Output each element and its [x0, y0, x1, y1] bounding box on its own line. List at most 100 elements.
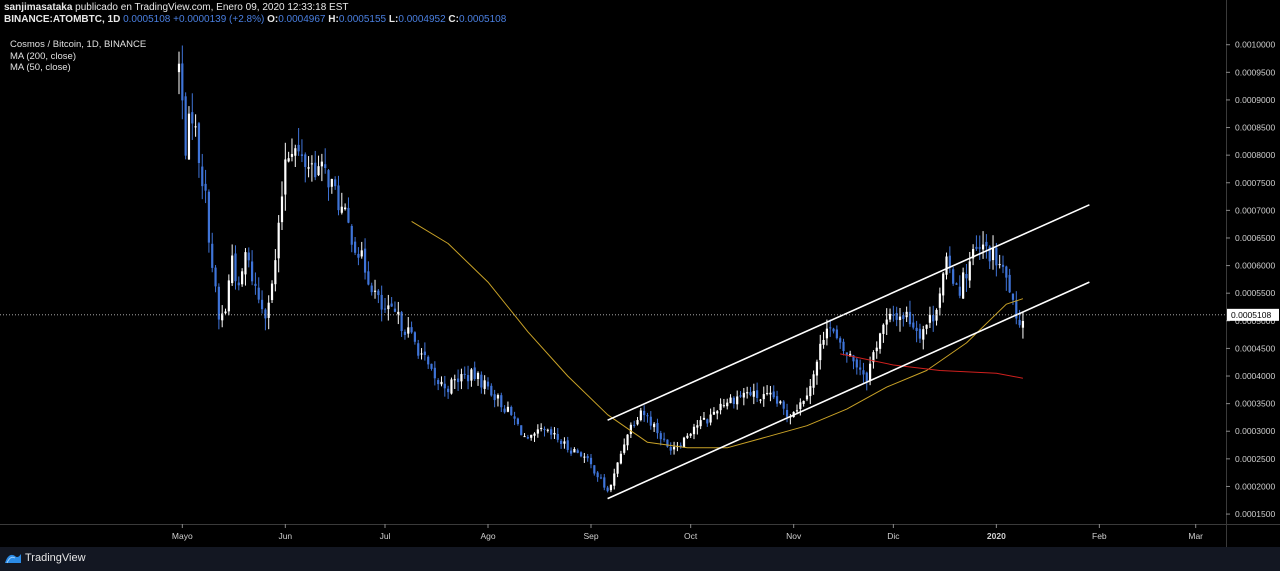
- channel-upper-line: [607, 204, 1090, 421]
- candle-body: [480, 374, 483, 388]
- x-tick-label: Mar: [1188, 531, 1203, 541]
- brand-label: TradingView: [25, 552, 86, 564]
- candle-body: [732, 397, 735, 404]
- candle-body: [968, 261, 971, 281]
- candle-body: [1001, 264, 1005, 267]
- candle-body: [739, 395, 742, 397]
- candle-body: [197, 123, 201, 163]
- candle-body: [882, 324, 885, 334]
- candle-body: [746, 392, 749, 394]
- candle-body: [945, 256, 948, 275]
- candle-body: [530, 434, 533, 438]
- candle-body: [393, 308, 397, 312]
- candle-body: [862, 370, 865, 375]
- candle-body: [201, 166, 204, 187]
- legend-ma200[interactable]: MA (200, close): [10, 50, 76, 62]
- y-tick-label: 0.0002500: [1235, 454, 1275, 464]
- candle-body: [423, 351, 426, 356]
- candle-body: [623, 444, 626, 453]
- candle-body: [662, 438, 666, 440]
- candle-body: [898, 316, 902, 321]
- candle-body: [988, 246, 991, 262]
- candle-body: [569, 450, 573, 454]
- candle-body: [433, 367, 436, 379]
- candle-body: [274, 260, 277, 285]
- candle-body: [340, 206, 343, 213]
- candle-body: [493, 394, 496, 401]
- y-tick-label: 0.0002000: [1235, 481, 1275, 491]
- chart-header: sanjimasataka publicado en TradingView.c…: [4, 2, 506, 26]
- candle-body: [719, 403, 722, 411]
- candle-body: [716, 411, 719, 414]
- candle-body: [1018, 319, 1021, 326]
- change-value: +0.0000139 (+2.8%): [173, 14, 265, 25]
- candle-body: [629, 424, 632, 435]
- y-tick-label: 0.0004000: [1235, 371, 1275, 381]
- candle-body: [859, 367, 862, 370]
- candle-body: [726, 402, 729, 407]
- candle-body: [214, 267, 217, 287]
- candle-body: [679, 445, 682, 447]
- y-tick-label: 0.0001500: [1235, 509, 1275, 519]
- candle-body: [337, 185, 340, 211]
- candle-body: [878, 333, 882, 349]
- candle-body: [254, 283, 257, 286]
- candle-body: [759, 399, 762, 401]
- candle-body: [320, 161, 323, 167]
- candle-body: [958, 286, 961, 296]
- candle-body: [383, 308, 387, 310]
- tradingview-brand[interactable]: TradingView: [4, 552, 86, 564]
- candle-body: [769, 392, 772, 395]
- candle-body: [666, 439, 669, 447]
- candle-body: [334, 179, 337, 187]
- candle-body: [573, 449, 576, 453]
- candle-body: [802, 400, 805, 404]
- candle-body: [922, 329, 925, 340]
- candle-body: [709, 414, 712, 423]
- publisher-line: sanjimasataka publicado en TradingView.c…: [4, 2, 506, 14]
- x-tick-label: Oct: [684, 531, 698, 541]
- candle-body: [925, 324, 928, 329]
- candle-body: [427, 356, 430, 365]
- candle-body: [447, 388, 450, 393]
- candle-body: [692, 426, 696, 435]
- candle-body: [347, 207, 350, 223]
- y-tick-label: 0.0003500: [1235, 399, 1275, 409]
- candle-body: [473, 367, 476, 380]
- candle-body: [550, 429, 553, 435]
- candle-body: [819, 343, 822, 361]
- candle-body: [327, 170, 330, 188]
- candle-body: [440, 381, 443, 385]
- candle-body: [1008, 274, 1011, 293]
- publisher-user[interactable]: sanjimasataka: [4, 2, 73, 13]
- candle-body: [536, 429, 539, 434]
- candle-body: [300, 154, 304, 156]
- price-chart[interactable]: 0.0010000 0.0009500 0.0009000 0.0008500 0.00…: [0, 0, 1280, 547]
- candle-body: [978, 247, 981, 249]
- y-tick-label: 0.0010000: [1235, 40, 1275, 50]
- candle-body: [775, 396, 779, 404]
- candle-body: [603, 477, 606, 488]
- legend-title[interactable]: Cosmos / Bitcoin, 1D, BINANCE: [10, 39, 147, 50]
- candle-body: [250, 261, 254, 282]
- candle-body: [559, 440, 563, 444]
- candle-body: [1005, 266, 1008, 278]
- candle-body: [224, 311, 227, 314]
- candle-body: [413, 332, 417, 342]
- symbol-label: BINANCE:ATOMBTC, 1D: [4, 14, 121, 25]
- candle-body: [682, 437, 686, 448]
- candle-body: [942, 273, 945, 296]
- candle-body: [805, 395, 809, 400]
- legend-ma50[interactable]: MA (50, close): [10, 62, 71, 73]
- candle-body: [294, 148, 297, 156]
- open-label: O:: [267, 14, 279, 25]
- candle-body: [583, 456, 586, 458]
- candle-body: [227, 280, 230, 312]
- candle-body: [756, 390, 759, 398]
- x-tick-label: Sep: [583, 531, 598, 541]
- y-tick-label: 0.0009500: [1235, 67, 1275, 77]
- candle-body: [619, 453, 623, 464]
- candle-body: [912, 322, 915, 328]
- candle-body: [885, 319, 888, 325]
- candle-body: [995, 247, 998, 266]
